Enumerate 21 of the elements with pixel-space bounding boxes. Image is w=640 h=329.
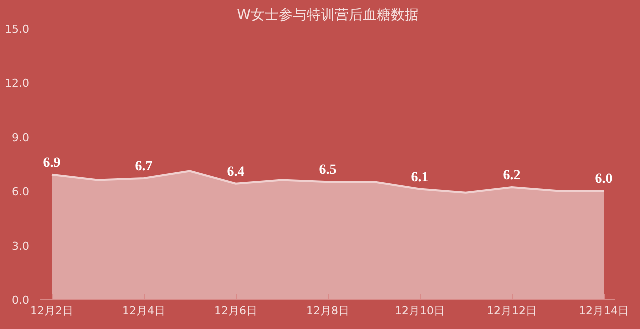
y-tick-label: 12.0 xyxy=(5,77,30,90)
x-tick-label: 12月4日 xyxy=(122,304,166,318)
y-tick-label: 3.0 xyxy=(12,240,30,253)
x-tick-label: 12月6日 xyxy=(214,304,258,318)
data-label: 6.4 xyxy=(227,164,245,180)
y-tick-label: 6.0 xyxy=(12,186,30,199)
data-label: 6.7 xyxy=(135,159,153,174)
x-tick-label: 12月2日 xyxy=(30,304,74,318)
y-tick-label: 9.0 xyxy=(12,131,30,144)
data-label: 6.5 xyxy=(319,163,337,178)
x-tick-label: 12月12日 xyxy=(487,304,538,318)
y-tick-label: 15.0 xyxy=(5,23,30,36)
data-label: 6.0 xyxy=(595,172,613,188)
x-tick-label: 12月14日 xyxy=(579,304,630,318)
data-label: 6.2 xyxy=(503,168,521,184)
y-tick-label: 0.0 xyxy=(12,294,30,307)
chart-title: W女士参与特训营后血糖数据 xyxy=(237,8,419,24)
x-tick-label: 12月10日 xyxy=(395,304,446,318)
data-label: 6.1 xyxy=(411,170,429,186)
x-tick-label: 12月8日 xyxy=(306,304,350,318)
data-label: 6.9 xyxy=(43,156,61,171)
